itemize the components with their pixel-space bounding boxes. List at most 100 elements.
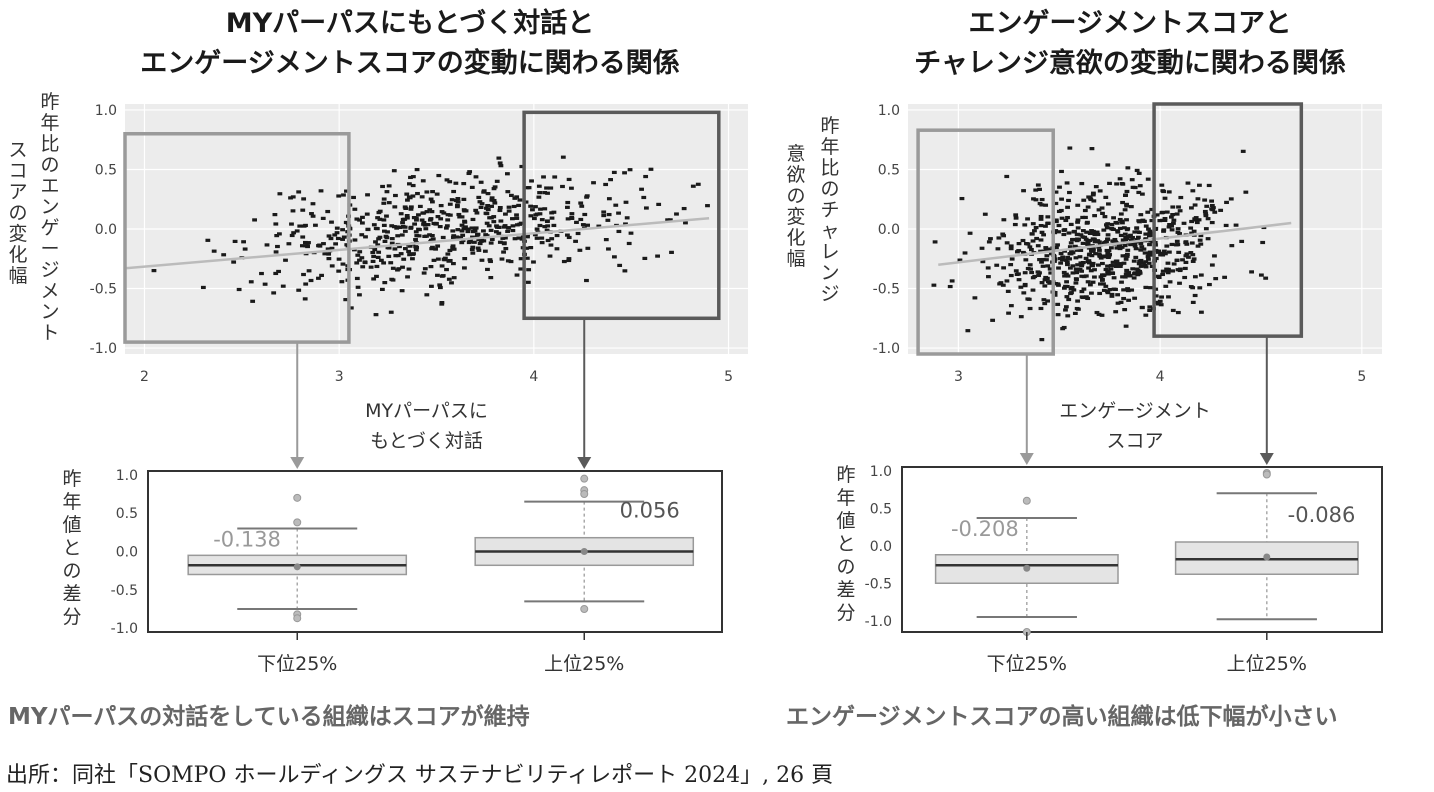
scatter-point: [329, 264, 335, 268]
scatter-point: [514, 213, 519, 217]
y-tick-label: 1.0: [878, 103, 900, 119]
scatter-point: [530, 208, 535, 212]
scatter-point: [470, 251, 476, 255]
scatter-point: [1064, 280, 1069, 284]
scatter-point: [484, 221, 490, 225]
scatter-point: [424, 234, 429, 238]
scatter-point: [1037, 187, 1042, 191]
scatter-point: [408, 175, 413, 180]
scatter-point: [453, 181, 459, 185]
y-axis-label-char: 幅: [8, 265, 27, 287]
scatter-point: [1203, 227, 1209, 231]
scatter-point: [1074, 271, 1080, 275]
scatter-point: [962, 251, 968, 255]
scatter-point: [1097, 189, 1103, 193]
scatter-point: [1164, 267, 1170, 271]
scatter-point: [427, 208, 433, 212]
scatter-point: [1228, 197, 1234, 201]
scatter-point: [1054, 245, 1059, 250]
scatter-point: [381, 197, 387, 201]
scatter-point: [1032, 229, 1037, 233]
scatter-point: [1136, 171, 1142, 175]
scatter-point: [1065, 314, 1071, 318]
scatter-point: [1192, 218, 1198, 222]
y-tick-label: -0.5: [873, 282, 900, 298]
scatter-point: [1044, 276, 1050, 280]
scatter-point: [1008, 304, 1014, 308]
y-axis-label-char: 年: [62, 491, 81, 513]
y-axis-label-char: ン: [40, 196, 59, 218]
scatter-point: [1133, 247, 1139, 251]
scatter-point: [585, 223, 590, 227]
scatter-point: [1135, 230, 1140, 234]
scatter-point: [1118, 300, 1124, 304]
scatter-point: [1097, 254, 1103, 258]
scatter-point: [995, 247, 1001, 251]
scatter-point: [994, 263, 1000, 267]
scatter-point: [1124, 189, 1130, 194]
scatter-point: [498, 219, 504, 223]
scatter-point: [481, 229, 486, 233]
scatter-point: [996, 236, 1002, 240]
connector-arrows: [290, 318, 1274, 469]
scatter-point: [616, 229, 622, 234]
scatter-point: [1131, 276, 1137, 280]
scatter-point: [1064, 260, 1070, 264]
scatter-point: [406, 195, 412, 199]
x-axis-label: MYパーパスに: [365, 400, 488, 422]
scatter-point: [424, 190, 430, 194]
scatter-point: [483, 233, 489, 237]
right-box-chart: 1.0 0.5 0.0 -0.5 -1.0 -0.208 下位25% -0.086 上位25% 昨…: [836, 464, 1383, 675]
scatter-point: [1110, 271, 1116, 275]
scatter-point: [1095, 263, 1101, 267]
scatter-point: [1143, 232, 1149, 236]
scatter-point: [151, 268, 157, 273]
scatter-point: [1086, 261, 1092, 265]
scatter-point: [241, 240, 246, 244]
scatter-point: [1096, 208, 1102, 212]
scatter-point: [470, 217, 476, 222]
scatter-point: [398, 252, 404, 256]
scatter-point: [1034, 236, 1040, 241]
scatter-point: [417, 228, 422, 232]
scatter-point: [1026, 297, 1032, 301]
y-tick-label: -1.0: [873, 341, 900, 357]
scatter-point: [382, 239, 388, 244]
scatter-point: [1142, 263, 1148, 268]
y-axis-label-char: エ: [40, 175, 59, 197]
scatter-point: [1083, 274, 1089, 278]
scatter-point: [624, 216, 630, 220]
scatter-point: [1093, 185, 1099, 189]
scatter-point: [539, 218, 545, 222]
scatter-point: [1138, 213, 1144, 217]
scatter-point: [566, 177, 572, 182]
scatter-point: [579, 204, 585, 208]
scatter-point: [444, 224, 450, 228]
scatter-point: [1130, 267, 1136, 271]
scatter-point: [524, 186, 530, 190]
scatter-point: [1134, 226, 1140, 230]
scatter-point: [438, 217, 444, 221]
scatter-point: [1147, 286, 1153, 290]
scatter-point: [462, 257, 468, 261]
scatter-point: [1036, 273, 1042, 278]
scatter-point: [1170, 205, 1176, 209]
scatter-point: [445, 213, 451, 217]
scatter-point: [1176, 250, 1182, 254]
scatter-point: [1084, 230, 1090, 234]
scatter-point: [1159, 218, 1165, 222]
right-caption: エンゲージメントスコアの高い組織は低下幅が小さい: [786, 703, 1338, 730]
scatter-point: [1045, 299, 1051, 303]
scatter-point: [1020, 238, 1026, 243]
scatter-point: [1197, 183, 1202, 187]
scatter-point: [317, 243, 322, 247]
scatter-point: [381, 261, 387, 265]
scatter-point: [454, 205, 460, 209]
scatter-point: [1110, 260, 1116, 264]
y-axis-label-char: 分: [836, 602, 855, 624]
scatter-point: [1082, 208, 1088, 213]
scatter-point: [280, 284, 286, 288]
scatter-point: [1080, 295, 1086, 300]
scatter-point: [428, 197, 434, 201]
